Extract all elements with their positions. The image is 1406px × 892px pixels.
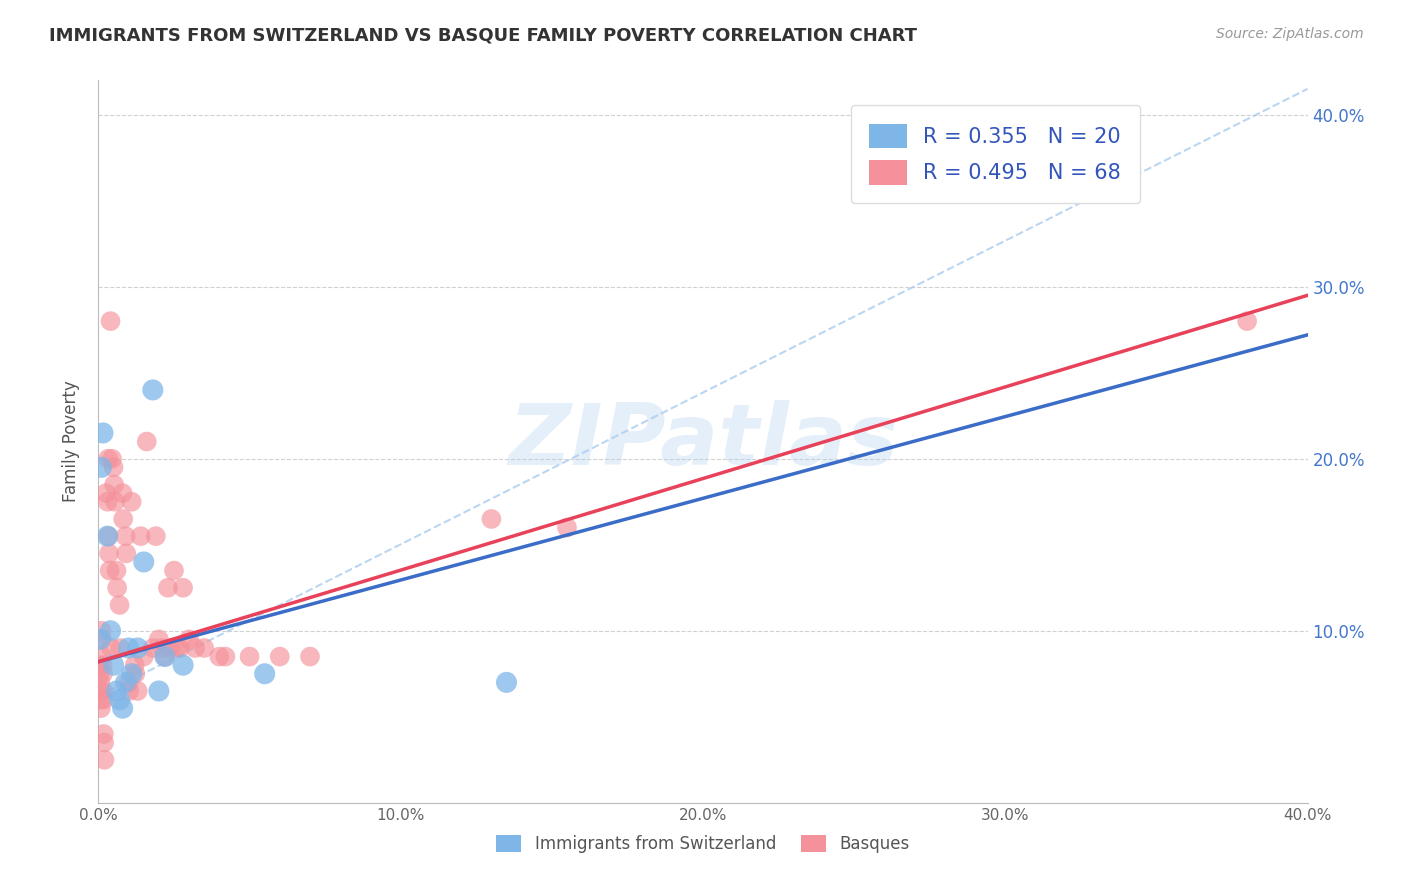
Point [555,520,578,534]
Point [135,434,157,449]
Point [93,692,115,706]
Point [112,512,135,526]
Point [105,684,128,698]
Point [145,529,167,543]
Point [153,649,176,664]
Point [124,658,146,673]
Point [121,666,143,681]
Point [96,529,118,543]
Point [253,666,276,681]
Y-axis label: Family Poverty: Family Poverty [62,381,80,502]
Point [93,735,115,749]
Point [118,684,141,698]
Point [111,701,134,715]
Point [96,494,118,508]
Point [172,581,194,595]
Point [103,658,125,673]
Point [115,546,138,560]
Point [103,460,125,475]
Point [495,675,517,690]
Point [91,684,114,698]
Point [114,529,136,543]
Point [97,529,120,543]
Point [97,451,120,466]
Point [214,649,236,664]
Point [89,684,111,698]
Point [93,727,115,741]
Point [98,546,121,560]
Point [91,649,114,664]
Point [90,624,112,638]
Point [105,581,128,595]
Point [1054,185,1077,199]
Point [100,624,122,638]
Point [299,649,322,664]
Text: Source: ZipAtlas.com: Source: ZipAtlas.com [1216,27,1364,41]
Point [239,649,262,664]
Point [166,640,188,655]
Legend: Immigrants from Switzerland, Basques: Immigrants from Switzerland, Basques [489,828,917,860]
Point [91,632,114,647]
Point [156,581,179,595]
Point [129,529,152,543]
Point [118,640,141,655]
Point [163,564,186,578]
Point [90,460,112,475]
Point [142,640,165,655]
Point [127,640,149,655]
Point [193,640,215,655]
Point [91,666,114,681]
Point [169,640,191,655]
Point [90,701,112,715]
Point [142,383,165,397]
Point [481,512,503,526]
Point [89,666,111,681]
Point [114,675,136,690]
Point [108,692,131,706]
Point [100,314,122,328]
Point [148,632,170,647]
Point [148,684,170,698]
Point [90,692,112,706]
Point [105,564,128,578]
Point [132,649,155,664]
Point [108,640,131,655]
Point [153,649,176,664]
Point [132,555,155,569]
Point [127,684,149,698]
Point [172,658,194,673]
Point [150,640,173,655]
Point [91,658,114,673]
Point [89,632,111,647]
Point [160,640,183,655]
Point [124,666,146,681]
Point [100,640,122,655]
Point [1236,314,1258,328]
Point [179,632,201,647]
Point [121,494,143,508]
Point [89,658,111,673]
Point [91,425,114,440]
Point [104,494,127,508]
Text: IMMIGRANTS FROM SWITZERLAND VS BASQUE FAMILY POVERTY CORRELATION CHART: IMMIGRANTS FROM SWITZERLAND VS BASQUE FA… [49,27,917,45]
Point [118,675,141,690]
Point [94,486,117,500]
Point [98,564,121,578]
Point [103,477,125,491]
Point [108,598,131,612]
Point [184,640,207,655]
Text: ZIPatlas: ZIPatlas [508,400,898,483]
Point [89,675,111,690]
Point [208,649,231,664]
Point [269,649,291,664]
Point [101,451,124,466]
Point [93,753,115,767]
Point [111,486,134,500]
